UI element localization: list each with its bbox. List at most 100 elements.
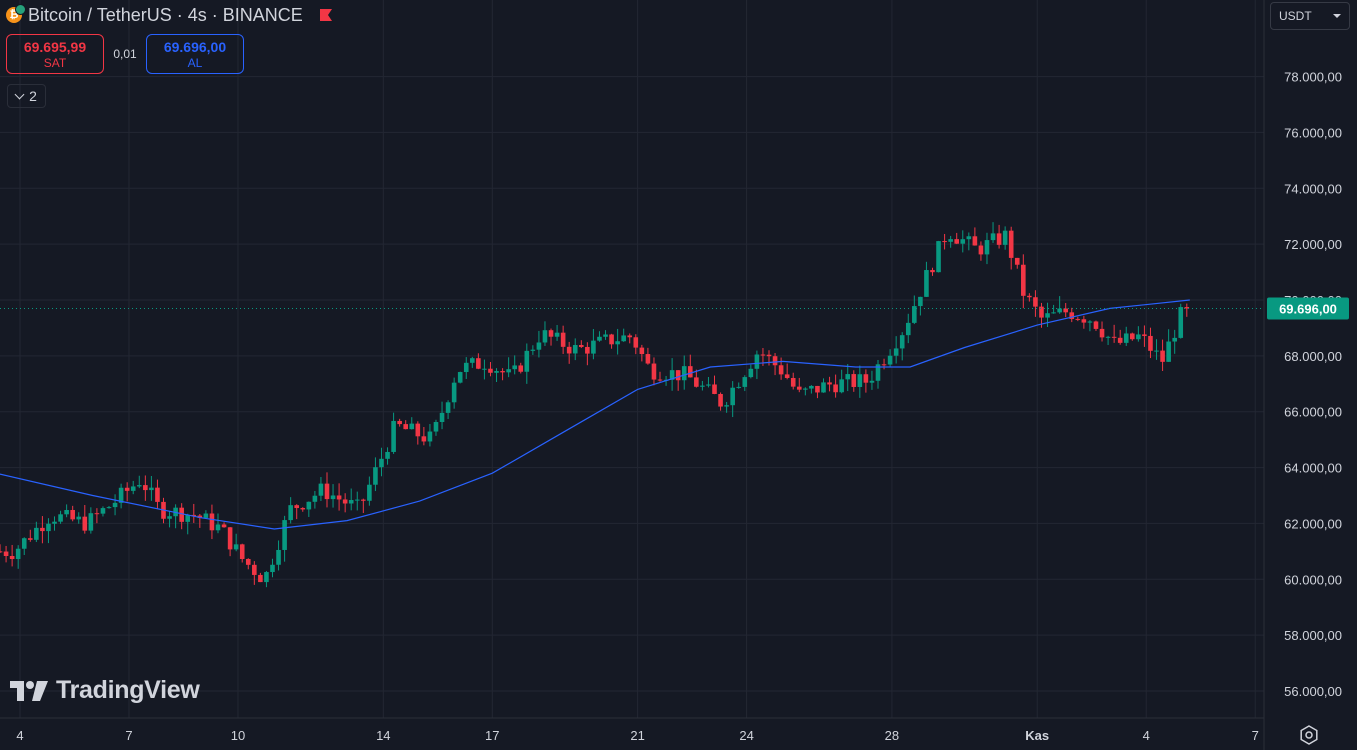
y-tick-label: 62.000,00 <box>1284 516 1342 531</box>
candle-body <box>203 513 209 518</box>
candle-body <box>239 544 245 559</box>
candle-body <box>330 495 336 500</box>
last-price-tag <box>1267 297 1349 320</box>
candle-body <box>482 368 487 370</box>
candle-body <box>839 379 844 393</box>
candle-body <box>348 500 354 504</box>
y-tick-label: 66.000,00 <box>1284 405 1342 420</box>
caret-down-icon <box>1333 14 1341 18</box>
candle-body <box>857 374 863 387</box>
x-tick-label: 24 <box>739 728 753 743</box>
x-tick-label: 7 <box>1252 728 1259 743</box>
candle-body <box>300 508 306 510</box>
candle-body <box>930 270 935 273</box>
candle-body <box>669 370 675 380</box>
tradingview-logo-icon <box>10 680 48 701</box>
candle-body <box>560 332 566 347</box>
candle-body <box>82 516 88 531</box>
y-tick-label: 76.000,00 <box>1284 125 1342 140</box>
y-tick-label: 60.000,00 <box>1284 572 1342 587</box>
candle-body <box>966 236 972 240</box>
candle-body <box>615 341 620 345</box>
candle-body <box>1099 328 1105 338</box>
candle-body <box>1148 335 1153 351</box>
candle-body <box>687 366 693 378</box>
candle-body <box>585 346 590 354</box>
y-tick-label: 78.000,00 <box>1284 70 1342 85</box>
candle-body <box>94 513 100 515</box>
candle-body <box>1033 297 1038 307</box>
bitcoin-icon: ₿ <box>6 4 26 23</box>
x-tick-label: 10 <box>231 728 245 743</box>
candle-body <box>627 335 633 338</box>
candle-body <box>40 527 45 532</box>
candle-body <box>76 516 82 520</box>
trade-panel: 69.695,99 SAT 0,01 69.696,00 AL <box>6 34 244 74</box>
candlestick-series <box>0 222 1190 588</box>
candle-body <box>1142 334 1147 336</box>
candle-body <box>3 551 9 557</box>
flag-icon[interactable] <box>319 8 333 22</box>
candle-body <box>694 377 699 387</box>
candle-body <box>58 514 63 522</box>
candle-body <box>0 551 3 553</box>
candle-body <box>1105 336 1111 338</box>
candle-body <box>1093 321 1099 329</box>
candle-body <box>282 520 287 550</box>
candle-body <box>1021 264 1026 296</box>
symbol-title[interactable]: Bitcoin / TetherUS · 4s · BINANCE <box>28 4 303 25</box>
candle-body <box>1008 230 1014 258</box>
chart-grid <box>0 0 1264 718</box>
x-tick-label: Kas <box>1025 728 1049 743</box>
candle-body <box>881 364 887 366</box>
candle-body <box>621 335 626 342</box>
y-tick-label: 58.000,00 <box>1284 628 1342 643</box>
candle-body <box>766 354 772 357</box>
x-tick-label: 14 <box>376 728 390 743</box>
candle-body <box>748 368 754 378</box>
candle-body <box>736 386 742 388</box>
candle-body <box>9 556 15 560</box>
candle-body <box>439 412 445 423</box>
sell-button[interactable]: 69.695,99 SAT <box>6 34 104 74</box>
candle-body <box>730 387 735 406</box>
settings-icon[interactable] <box>1298 724 1320 746</box>
candle-body <box>494 371 499 373</box>
candle-body <box>70 510 75 520</box>
candle-body <box>912 306 917 323</box>
candle-body <box>1027 295 1032 298</box>
buy-button[interactable]: 69.696,00 AL <box>146 34 244 74</box>
tradingview-logo[interactable]: TradingView <box>10 676 200 705</box>
candle-body <box>34 527 39 540</box>
candle-body <box>845 374 851 380</box>
candle-body <box>803 388 808 390</box>
candle-body <box>1111 336 1117 338</box>
candle-body <box>1057 308 1062 313</box>
candle-body <box>409 423 415 430</box>
candle-body <box>778 365 784 375</box>
candle-body <box>379 458 384 468</box>
symbol-header[interactable]: ₿ Bitcoin / TetherUS · 4s · BINANCE <box>6 4 333 26</box>
buy-label: AL <box>187 55 203 70</box>
candle-body <box>518 365 524 372</box>
candle-body <box>603 334 608 337</box>
candle-body <box>318 483 324 496</box>
candle-body <box>1014 257 1020 265</box>
candle-body <box>639 347 645 355</box>
y-tick-label: 64.000,00 <box>1284 461 1342 476</box>
candle-body <box>724 405 729 407</box>
candle-body <box>972 236 978 246</box>
candle-body <box>124 487 130 491</box>
candle-body <box>706 384 711 386</box>
candle-body <box>1069 312 1075 319</box>
candle-body <box>591 340 596 354</box>
candle-body <box>978 245 984 255</box>
currency-select[interactable]: USDT <box>1270 2 1350 30</box>
y-tick-label: 68.000,00 <box>1284 349 1342 364</box>
candle-body <box>1123 333 1129 343</box>
candle-body <box>64 510 69 515</box>
indicators-toggle-button[interactable]: 2 <box>7 84 46 108</box>
candle-body <box>542 330 548 343</box>
candle-body <box>833 384 838 393</box>
